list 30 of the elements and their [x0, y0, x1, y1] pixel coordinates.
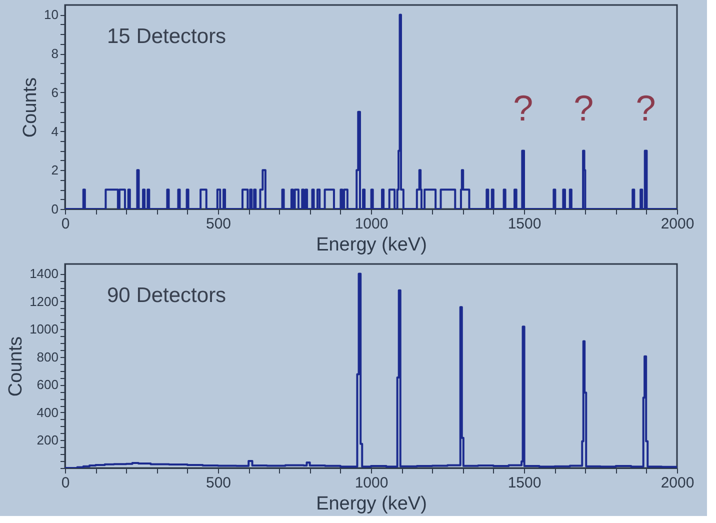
y-tick-label: 1200: [30, 294, 58, 309]
x-tick-label: 500: [206, 474, 232, 492]
y-tick-label: 1000: [30, 322, 58, 337]
y-axis-title: Counts: [20, 77, 42, 138]
annotation: 15 Detectors: [107, 25, 226, 48]
y-axis-title: Counts: [6, 336, 27, 397]
y-tick-label: 800: [36, 349, 58, 364]
y-tick-label: 200: [36, 432, 58, 448]
y-tick-label: 0: [51, 202, 58, 216]
y-tick-label: 4: [51, 124, 58, 139]
x-tick-label: 1500: [508, 474, 542, 492]
x-tick-label: 1000: [354, 474, 388, 492]
annotation: ?: [574, 88, 594, 129]
y-tick-label: 10: [44, 7, 58, 22]
y-tick-label: 600: [36, 377, 58, 392]
y-tick-label: 400: [36, 404, 58, 420]
annotation: ?: [636, 88, 656, 129]
x-axis-title: Energy (keV): [316, 234, 427, 256]
y-tick-label: 6: [51, 84, 58, 100]
y-tick-label: 1400: [30, 266, 58, 282]
x-tick-label: 1500: [508, 216, 542, 232]
annotation: ?: [513, 88, 534, 129]
y-tick-label: 2: [51, 162, 58, 178]
x-tick-label: 2000: [660, 216, 694, 232]
x-axis-title: Energy (keV): [316, 494, 427, 514]
x-tick-label: 1000: [354, 216, 388, 232]
y-tick-label: 8: [51, 46, 58, 62]
x-tick-label: 500: [206, 216, 232, 232]
x-tick-label: 2000: [660, 474, 694, 492]
annotation: 90 Detectors: [107, 284, 226, 307]
